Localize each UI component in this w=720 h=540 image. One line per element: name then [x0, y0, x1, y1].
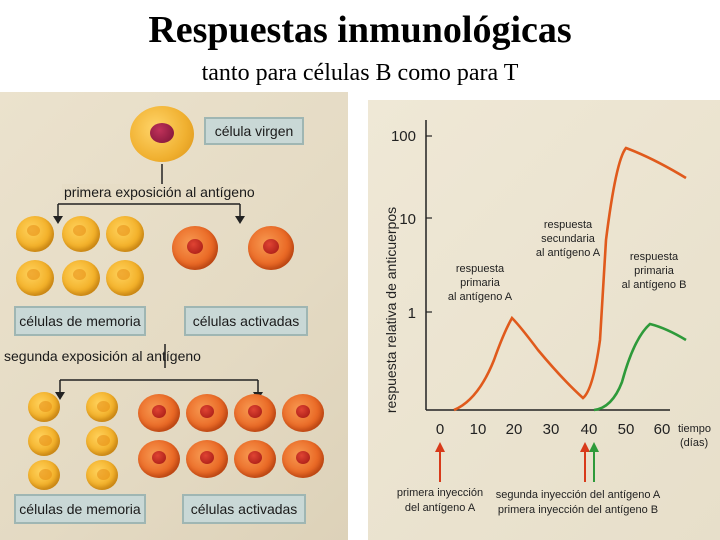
antigen-a-response-curve [453, 146, 687, 412]
activated-cell [186, 440, 228, 478]
activated-cell [234, 394, 276, 432]
page-title: Respuestas inmunológicas [148, 9, 572, 51]
x-tick-label: 0 [436, 421, 444, 438]
memory-cell [106, 216, 144, 252]
memory-cell [62, 216, 100, 252]
annotation-primary-a: respuesta primaria al antígeno A [448, 263, 513, 303]
antibody-graph: respuesta relativa de anticuerpos 100 10… [383, 120, 711, 516]
x-tick-label: 50 [618, 421, 635, 438]
activated-cell [172, 226, 218, 270]
x-tick-label: 40 [581, 421, 598, 438]
injection-arrow-a-first [435, 442, 445, 482]
svg-text:al antígeno A: al antígeno A [448, 291, 513, 303]
activated-cell [248, 226, 294, 270]
x-axis-label: tiempo [678, 423, 711, 435]
svg-text:del antígeno A: del antígeno A [405, 502, 476, 514]
y-tick-label: 1 [408, 305, 416, 322]
svg-text:segunda inyección del antígeno: segunda inyección del antígeno A [496, 489, 661, 501]
activated-cell [282, 440, 324, 478]
memory-cell [86, 392, 118, 422]
svg-text:al antígeno A: al antígeno A [536, 247, 601, 259]
svg-text:al antígeno B: al antígeno B [622, 279, 687, 291]
x-tick-label: 60 [654, 421, 671, 438]
memory-cell [28, 460, 60, 490]
memory-cell [86, 460, 118, 490]
activated-cell [186, 394, 228, 432]
first-exposure-label: primera exposición al antígeno [62, 184, 257, 200]
activated-cells-label-2: células activadas [182, 494, 306, 524]
svg-text:respuesta: respuesta [544, 219, 593, 231]
svg-text:secundaria: secundaria [541, 233, 596, 245]
x-tick-label: 20 [506, 421, 523, 438]
x-axis-unit: (días) [680, 437, 708, 449]
svg-text:primera inyección: primera inyección [397, 487, 483, 499]
naive-cell-nucleus [150, 123, 174, 143]
memory-cells-label-2: células de memoria [14, 494, 146, 524]
second-exposure-label: segunda exposición al antígeno [4, 348, 201, 364]
memory-cell [16, 216, 54, 252]
naive-cell-label: célula virgen [204, 117, 304, 145]
page-subtitle: tanto para células B como para T [201, 60, 519, 86]
injection-caption-first: primera inyección del antígeno A [397, 487, 483, 514]
memory-cell [62, 260, 100, 296]
injection-arrow-a-second [580, 442, 590, 482]
injection-arrow-b-first [589, 442, 599, 482]
annotation-secondary-a: respuesta secundaria al antígeno A [536, 219, 601, 259]
y-tick-label: 10 [399, 211, 416, 228]
svg-text:primera inyección del antígeno: primera inyección del antígeno B [498, 504, 658, 516]
antibody-graph-panel: respuesta relativa de anticuerpos 100 10… [368, 100, 720, 540]
memory-cell [86, 426, 118, 456]
y-axis-label: respuesta relativa de anticuerpos [383, 207, 399, 413]
x-tick-label: 30 [543, 421, 560, 438]
activated-cell [138, 394, 180, 432]
memory-cell [28, 392, 60, 422]
memory-cell [16, 260, 54, 296]
y-tick-label: 100 [391, 128, 416, 145]
activated-cells-label-1: células activadas [184, 306, 308, 336]
annotation-primary-b: respuesta primaria al antígeno B [622, 251, 687, 291]
cell-diagram-panel: célula virgen primera exposición al antí… [0, 92, 348, 540]
memory-cell [28, 426, 60, 456]
activated-cell [282, 394, 324, 432]
svg-text:primaria: primaria [634, 265, 675, 277]
activated-cell [138, 440, 180, 478]
memory-cells-label-1: células de memoria [14, 306, 146, 336]
svg-text:respuesta: respuesta [630, 251, 679, 263]
activated-cell [234, 440, 276, 478]
injection-caption-second: segunda inyección del antígeno A primera… [496, 489, 661, 516]
antigen-b-response-curve [593, 322, 687, 412]
naive-cell [130, 106, 194, 162]
x-tick-label: 10 [470, 421, 487, 438]
svg-text:primaria: primaria [460, 277, 501, 289]
memory-cell [106, 260, 144, 296]
svg-text:respuesta: respuesta [456, 263, 505, 275]
